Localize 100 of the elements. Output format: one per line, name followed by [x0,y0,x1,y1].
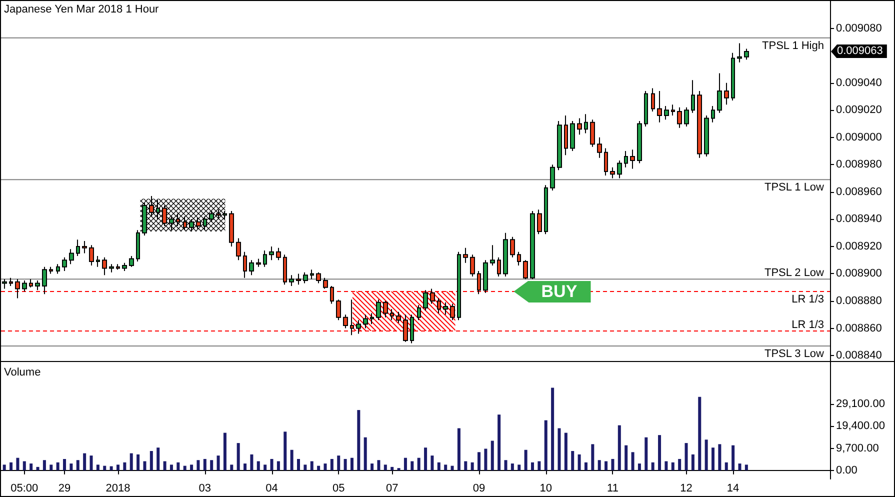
candlestick [590,119,595,148]
bar [524,450,528,470]
bar [370,464,374,470]
candlestick [731,52,735,102]
candlestick [624,150,628,168]
candlestick [22,280,27,292]
candlestick [323,277,328,290]
candlestick [437,298,441,314]
bar [116,464,120,470]
bar [544,420,548,470]
bar [83,453,86,470]
candlestick [276,247,281,261]
candlestick [557,120,562,171]
candlestick [243,251,247,278]
bar [216,456,220,470]
bar [598,460,601,470]
bar [290,450,294,470]
bar [357,410,360,470]
y-tick-label: 0.009020 [836,104,882,116]
bar [2,464,6,470]
candlestick [183,216,187,231]
candlestick [62,256,67,272]
y-tick-label: 29,100.00 [836,398,885,410]
candlestick [56,264,60,274]
bar [558,428,561,470]
y-tick-label: 0.008880 [836,295,882,307]
bar [42,460,46,470]
y-tick-label: 0.009040 [836,76,882,89]
candlestick [203,216,207,231]
candlestick [356,320,361,334]
bar [190,464,194,470]
y-tick-label: 0.008860 [836,322,882,334]
chart-title: Volume [4,366,41,378]
candlestick [196,217,201,230]
candlestick [711,106,715,123]
bar [230,464,234,470]
candlestick [410,314,414,344]
ref-line-label: LR 1/3 [792,319,824,331]
bar [490,440,494,470]
candlestick [296,273,301,286]
x-tick-label: 12 [680,482,692,494]
bar [250,454,254,470]
bar [658,435,662,470]
candlestick [717,72,722,114]
candlestick [350,299,354,336]
x-tick-label: 10 [540,482,552,494]
x-tick-label: 05:00 [10,482,38,494]
candlestick [523,260,528,280]
y-tick-label: 0.008840 [836,350,882,362]
candlestick [463,247,468,264]
candlestick [102,256,107,276]
bar [297,458,300,470]
candlestick [637,120,642,164]
bar [170,464,173,470]
bar [738,464,742,470]
bar [712,448,715,470]
bar [678,458,682,470]
bar [196,460,200,470]
candlestick [651,88,655,112]
bar [30,464,33,470]
bar [183,466,186,470]
candlestick [704,115,709,157]
y-tick-label: 0.008960 [836,186,882,198]
candlestick [343,314,348,329]
bar [136,454,140,470]
bar [698,396,702,470]
candlestick [15,278,20,299]
bar [538,461,541,470]
bar [36,466,40,470]
x-tick-label: 14 [726,482,740,494]
bar [691,454,694,470]
bar [437,462,440,470]
candlestick [109,264,114,273]
x-tick-label: 2018 [106,482,130,494]
candlestick [189,218,194,232]
candlestick [330,286,334,304]
bar [718,444,722,470]
bar [70,464,73,470]
candlestick [396,311,401,324]
candlestick [9,277,13,286]
bar [638,464,641,470]
x-tick-label: 04 [266,482,278,494]
bar [484,448,488,470]
candlestick [544,184,548,235]
bar [276,461,280,470]
ref-line-label: TPSL 2 Low [764,267,824,280]
candlestick [149,196,154,217]
candlestick [503,232,508,277]
candlestick [477,270,481,295]
candlestick [176,213,180,226]
bar [464,461,468,470]
bar [584,462,588,470]
bar [704,440,708,470]
bar [236,443,240,470]
y-tick-label: 9,700.00 [836,442,879,454]
bar [624,445,628,470]
candlestick [677,106,682,128]
bar [143,461,146,470]
bar [498,414,501,470]
bar [530,462,534,470]
